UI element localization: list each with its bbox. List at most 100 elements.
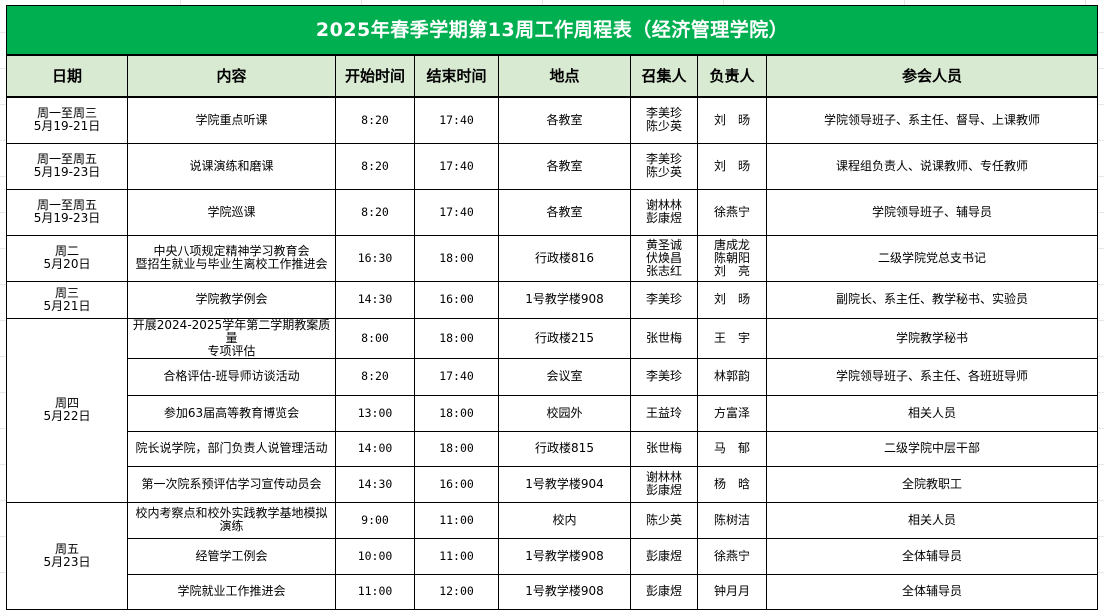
attendees-cell[interactable]: 全院教职工 [765, 465, 1099, 503]
place-cell[interactable]: 行政楼215 [498, 317, 631, 359]
date-cell[interactable]: 周四 5月22日 [6, 317, 128, 503]
attendees-cell[interactable]: 学院领导班子、系主任、各班班导师 [765, 357, 1099, 396]
start-time-cell[interactable]: 8:20 [335, 142, 415, 190]
end-time-cell[interactable]: 18:00 [414, 234, 499, 282]
attendees-cell[interactable]: 学院领导班子、系主任、督导、上课教师 [765, 96, 1099, 144]
owner-cell[interactable]: 林郭韵 [697, 357, 767, 396]
header-start-time[interactable]: 开始时间 [335, 54, 415, 98]
place-cell[interactable]: 校内 [498, 501, 631, 539]
end-time-cell[interactable]: 12:00 [414, 573, 499, 610]
content-cell[interactable]: 院长说学院，部门负责人说管理活动 [127, 430, 336, 467]
end-time-cell[interactable]: 11:00 [414, 537, 499, 575]
end-time-cell[interactable]: 18:00 [414, 430, 499, 467]
end-time-cell[interactable]: 16:00 [414, 280, 499, 319]
attendees-cell[interactable]: 全体辅导员 [765, 573, 1099, 610]
attendees-cell[interactable]: 课程组负责人、说课教师、专任教师 [765, 142, 1099, 190]
convener-cell[interactable]: 黄圣诚 伏焕昌 张志红 [630, 234, 698, 282]
content-cell[interactable]: 经管学工例会 [127, 537, 336, 575]
place-cell[interactable]: 各教室 [498, 142, 631, 190]
content-cell[interactable]: 开展2024-2025学年第二学期教案质量 专项评估 [127, 317, 336, 359]
end-time-cell[interactable]: 11:00 [414, 501, 499, 539]
convener-cell[interactable]: 李美珍 陈少英 [630, 96, 698, 144]
owner-cell[interactable]: 钟月月 [697, 573, 767, 610]
owner-cell[interactable]: 陈树洁 [697, 501, 767, 539]
content-cell[interactable]: 学院巡课 [127, 188, 336, 236]
owner-cell[interactable]: 徐燕宁 [697, 537, 767, 575]
convener-cell[interactable]: 王益玲 [630, 394, 698, 432]
attendees-cell[interactable]: 学院教学秘书 [765, 317, 1099, 359]
owner-cell[interactable]: 徐燕宁 [697, 188, 767, 236]
end-time-cell[interactable]: 16:00 [414, 465, 499, 503]
header-end-time[interactable]: 结束时间 [414, 54, 499, 98]
owner-cell[interactable]: 杨 晗 [697, 465, 767, 503]
start-time-cell[interactable]: 14:30 [335, 280, 415, 319]
start-time-cell[interactable]: 14:30 [335, 465, 415, 503]
start-time-cell[interactable]: 14:00 [335, 430, 415, 467]
date-cell[interactable]: 周五 5月23日 [6, 501, 128, 610]
start-time-cell[interactable]: 16:30 [335, 234, 415, 282]
convener-cell[interactable]: 陈少英 [630, 501, 698, 539]
place-cell[interactable]: 1号教学楼904 [498, 465, 631, 503]
header-convener[interactable]: 召集人 [630, 54, 698, 98]
end-time-cell[interactable]: 17:40 [414, 142, 499, 190]
content-cell[interactable]: 第一次院系预评估学习宣传动员会 [127, 465, 336, 503]
date-cell[interactable]: 周一至周五 5月19-23日 [6, 142, 128, 190]
owner-cell[interactable]: 马 郁 [697, 430, 767, 467]
convener-cell[interactable]: 李美珍 陈少英 [630, 142, 698, 190]
start-time-cell[interactable]: 8:20 [335, 188, 415, 236]
content-cell[interactable]: 学院重点听课 [127, 96, 336, 144]
header-attendees[interactable]: 参会人员 [765, 54, 1099, 98]
schedule-title[interactable]: 2025年春季学期第13周工作周程表（经济管理学院） [5, 5, 1099, 56]
end-time-cell[interactable]: 18:00 [414, 394, 499, 432]
attendees-cell[interactable]: 学院领导班子、辅导员 [765, 188, 1099, 236]
owner-cell[interactable]: 王 宇 [697, 317, 767, 359]
convener-cell[interactable]: 谢林林 彭康煜 [630, 465, 698, 503]
content-cell[interactable]: 中央八项规定精神学习教育会 暨招生就业与毕业生离校工作推进会 [127, 234, 336, 282]
attendees-cell[interactable]: 二级学院中层干部 [765, 430, 1099, 467]
owner-cell[interactable]: 方富泽 [697, 394, 767, 432]
attendees-cell[interactable]: 相关人员 [765, 501, 1099, 539]
header-owner[interactable]: 负责人 [697, 54, 767, 98]
date-cell[interactable]: 周二 5月20日 [6, 234, 128, 282]
owner-cell[interactable]: 唐成龙 陈朝阳 刘 亮 [697, 234, 767, 282]
place-cell[interactable]: 会议室 [498, 357, 631, 396]
place-cell[interactable]: 1号教学楼908 [498, 537, 631, 575]
content-cell[interactable]: 合格评估-班导师访谈活动 [127, 357, 336, 396]
header-date[interactable]: 日期 [6, 54, 128, 98]
date-cell[interactable]: 周一至周五 5月19-23日 [6, 188, 128, 236]
start-time-cell[interactable]: 10:00 [335, 537, 415, 575]
owner-cell[interactable]: 刘 旸 [697, 280, 767, 319]
start-time-cell[interactable]: 8:00 [335, 317, 415, 359]
place-cell[interactable]: 行政楼816 [498, 234, 631, 282]
start-time-cell[interactable]: 8:20 [335, 96, 415, 144]
date-cell[interactable]: 周三 5月21日 [6, 280, 128, 319]
end-time-cell[interactable]: 18:00 [414, 317, 499, 359]
date-cell[interactable]: 周一至周三 5月19-21日 [6, 96, 128, 144]
owner-cell[interactable]: 刘 旸 [697, 142, 767, 190]
start-time-cell[interactable]: 11:00 [335, 573, 415, 610]
content-cell[interactable]: 学院教学例会 [127, 280, 336, 319]
place-cell[interactable]: 行政楼815 [498, 430, 631, 467]
attendees-cell[interactable]: 副院长、系主任、教学秘书、实验员 [765, 280, 1099, 319]
owner-cell[interactable]: 刘 旸 [697, 96, 767, 144]
attendees-cell[interactable]: 全体辅导员 [765, 537, 1099, 575]
place-cell[interactable]: 各教室 [498, 188, 631, 236]
content-cell[interactable]: 校内考察点和校外实践教学基地模拟 演练 [127, 501, 336, 539]
end-time-cell[interactable]: 17:40 [414, 188, 499, 236]
content-cell[interactable]: 学院就业工作推进会 [127, 573, 336, 610]
content-cell[interactable]: 说课演练和磨课 [127, 142, 336, 190]
start-time-cell[interactable]: 9:00 [335, 501, 415, 539]
start-time-cell[interactable]: 8:20 [335, 357, 415, 396]
convener-cell[interactable]: 彭康煜 [630, 573, 698, 610]
end-time-cell[interactable]: 17:40 [414, 96, 499, 144]
place-cell[interactable]: 各教室 [498, 96, 631, 144]
header-content[interactable]: 内容 [127, 54, 336, 98]
convener-cell[interactable]: 彭康煜 [630, 537, 698, 575]
convener-cell[interactable]: 张世梅 [630, 317, 698, 359]
attendees-cell[interactable]: 二级学院党总支书记 [765, 234, 1099, 282]
convener-cell[interactable]: 李美珍 [630, 280, 698, 319]
place-cell[interactable]: 校园外 [498, 394, 631, 432]
place-cell[interactable]: 1号教学楼908 [498, 573, 631, 610]
convener-cell[interactable]: 李美珍 [630, 357, 698, 396]
content-cell[interactable]: 参加63届高等教育博览会 [127, 394, 336, 432]
